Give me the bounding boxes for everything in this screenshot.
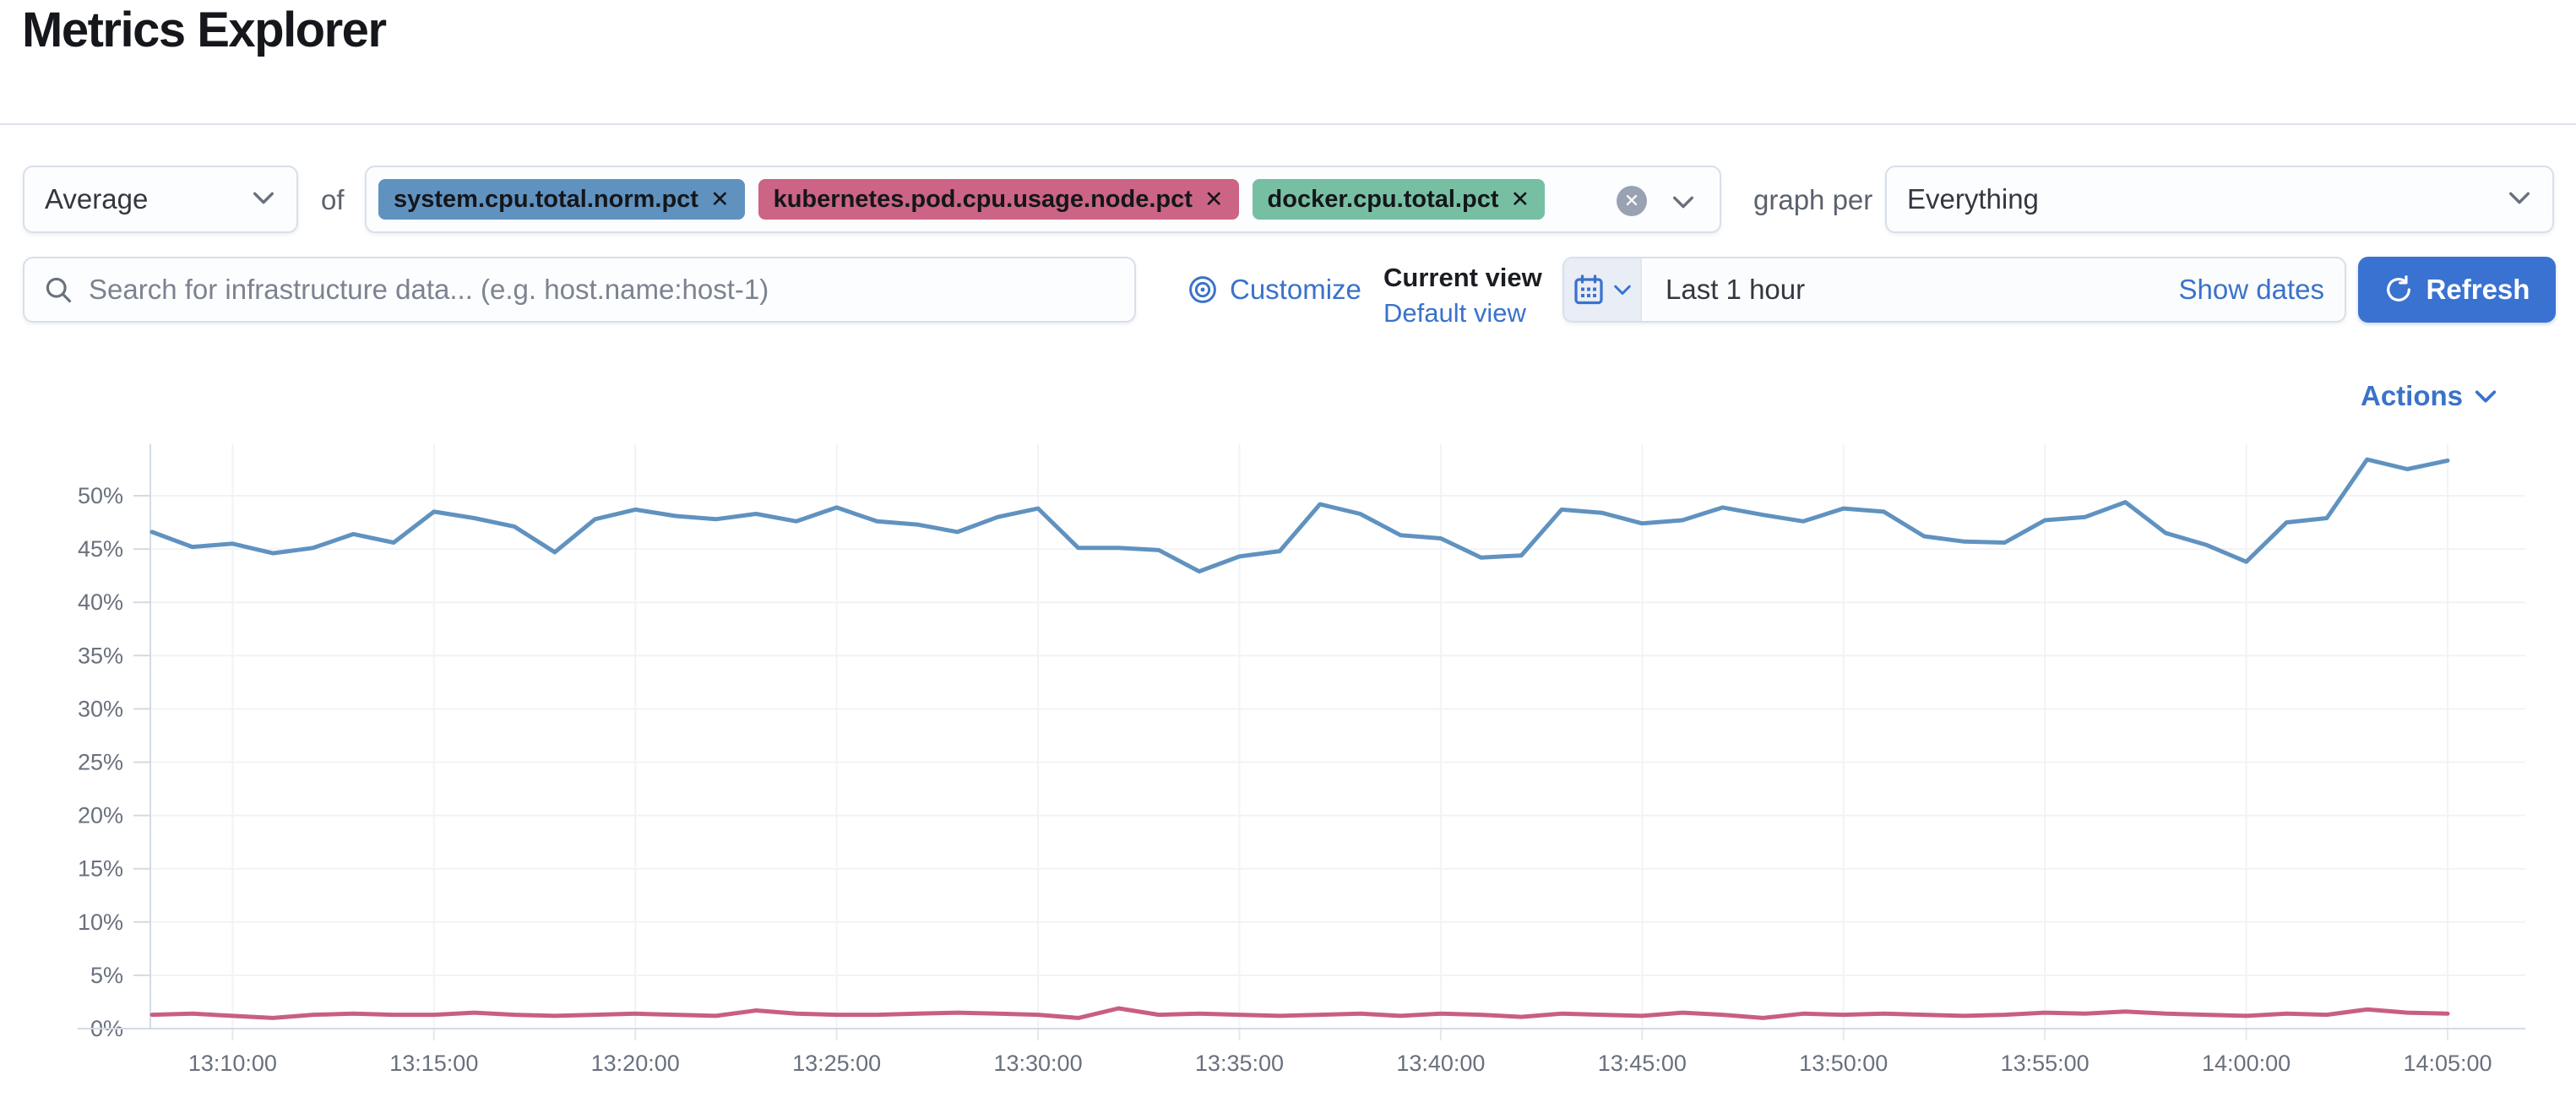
chevron-down-icon <box>2473 383 2498 409</box>
remove-metric-icon[interactable]: ✕ <box>709 186 730 212</box>
selected-view-link[interactable]: Default view <box>1383 298 1526 328</box>
svg-text:30%: 30% <box>78 696 123 721</box>
svg-text:25%: 25% <box>78 750 123 775</box>
metric-pill-label: docker.cpu.total.pct <box>1267 185 1499 213</box>
svg-text:13:40:00: 13:40:00 <box>1396 1051 1485 1076</box>
svg-text:50%: 50% <box>78 483 123 508</box>
remove-metric-icon[interactable]: ✕ <box>1510 186 1530 212</box>
graph-per-label: graph per <box>1753 184 1873 215</box>
svg-text:13:50:00: 13:50:00 <box>1799 1051 1888 1076</box>
current-view-title: Current view <box>1383 263 1542 292</box>
search-placeholder: Search for infrastructure data... (e.g. … <box>89 274 769 305</box>
svg-text:13:10:00: 13:10:00 <box>188 1051 277 1076</box>
svg-text:13:45:00: 13:45:00 <box>1598 1051 1687 1076</box>
quick-select-button[interactable] <box>1564 258 1642 321</box>
refresh-icon <box>2384 275 2413 304</box>
metric-pill-label: kubernetes.pod.cpu.usage.node.pct <box>773 185 1193 213</box>
search-icon <box>43 274 73 305</box>
refresh-label: Refresh <box>2426 274 2530 305</box>
metrics-chart-svg: 13:10:00 13:15:00 13:20:00 13:25:00 13:30:00… <box>78 444 2525 1076</box>
svg-text:13:25:00: 13:25:00 <box>792 1051 881 1076</box>
svg-text:14:05:00: 14:05:00 <box>2403 1051 2492 1076</box>
svg-text:15%: 15% <box>78 856 123 882</box>
aggregation-value: Average <box>45 183 149 215</box>
metric-pill-label: system.cpu.total.norm.pct <box>394 185 698 213</box>
actions-label: Actions <box>2360 380 2463 411</box>
svg-text:13:55:00: 13:55:00 <box>2001 1051 2090 1076</box>
metrics-combobox[interactable]: system.cpu.total.norm.pct ✕ kubernetes.p… <box>365 166 1721 233</box>
chevron-down-icon <box>251 185 276 215</box>
aggregation-select[interactable]: Average <box>23 166 298 233</box>
group-by-value: Everything <box>1907 183 2039 215</box>
metric-pill-system-cpu[interactable]: system.cpu.total.norm.pct ✕ <box>378 179 745 220</box>
view-switcher: Current view Default view <box>1383 260 1542 331</box>
page-title: Metrics Explorer <box>22 3 387 57</box>
date-picker: Last 1 hour Show dates <box>1562 257 2346 323</box>
svg-text:13:15:00: 13:15:00 <box>389 1051 478 1076</box>
svg-text:45%: 45% <box>78 536 123 562</box>
svg-text:13:35:00: 13:35:00 <box>1195 1051 1284 1076</box>
svg-text:40%: 40% <box>78 589 123 615</box>
metric-pill-kubernetes-pod-cpu[interactable]: kubernetes.pod.cpu.usage.node.pct ✕ <box>758 179 1239 220</box>
refresh-button[interactable]: Refresh <box>2358 257 2556 323</box>
svg-text:13:20:00: 13:20:00 <box>591 1051 680 1076</box>
of-label: of <box>321 184 345 215</box>
svg-text:5%: 5% <box>90 963 123 988</box>
header-divider <box>0 123 2576 125</box>
svg-text:13:30:00: 13:30:00 <box>993 1051 1082 1076</box>
customize-button[interactable]: Customize <box>1187 257 1361 323</box>
metric-pill-docker-cpu[interactable]: docker.cpu.total.pct ✕ <box>1252 179 1546 220</box>
combobox-chevron-down-icon[interactable] <box>1671 189 1696 219</box>
metrics-chart: 13:10:00 13:15:00 13:20:00 13:25:00 13:30:00… <box>0 422 2576 1108</box>
customize-icon <box>1187 274 1218 305</box>
time-range-value[interactable]: Last 1 hour <box>1666 274 1806 305</box>
chevron-down-icon <box>2507 185 2532 215</box>
remove-metric-icon[interactable]: ✕ <box>1204 186 1224 212</box>
clear-metrics-button[interactable]: ✕ <box>1617 186 1647 216</box>
chevron-down-icon <box>1612 280 1633 300</box>
search-input[interactable]: Search for infrastructure data... (e.g. … <box>23 257 1136 323</box>
group-by-select[interactable]: Everything <box>1885 166 2554 233</box>
svg-text:20%: 20% <box>78 803 123 828</box>
calendar-icon <box>1572 273 1606 307</box>
svg-text:14:00:00: 14:00:00 <box>2202 1051 2291 1076</box>
svg-text:35%: 35% <box>78 643 123 668</box>
actions-menu-button[interactable]: Actions <box>2361 380 2498 412</box>
svg-text:10%: 10% <box>78 910 123 935</box>
show-dates-button[interactable]: Show dates <box>2178 274 2324 305</box>
customize-label: Customize <box>1230 274 1361 305</box>
